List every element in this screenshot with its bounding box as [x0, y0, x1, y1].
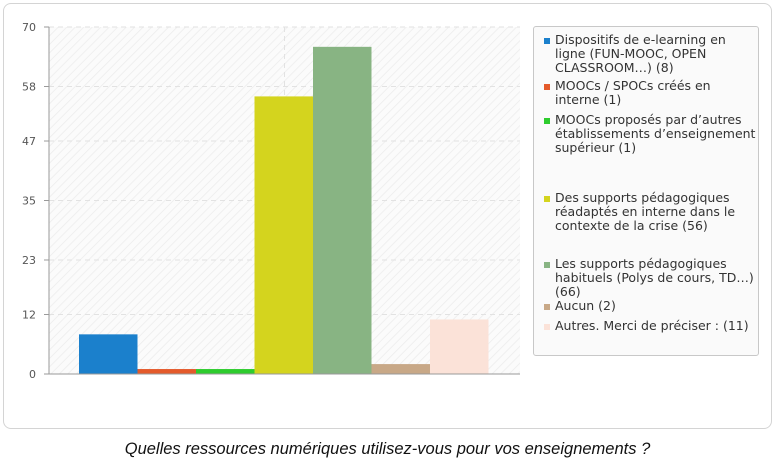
legend-item-4: Des supports pédagogiques réadaptés en i…	[544, 191, 756, 233]
legend-label: Les supports pédagogiques habituels (Pol…	[555, 256, 754, 299]
legend-swatch	[544, 304, 550, 310]
legend-item-7: Autres. Merci de préciser : (11)	[544, 319, 756, 333]
bar-3	[196, 369, 255, 374]
legend-item-3: MOOCs proposés par d’autres établissemen…	[544, 113, 756, 155]
bar-chart: 0 12 23 35 47 58 70	[22, 21, 520, 381]
bar-7	[430, 319, 489, 374]
legend-label: Autres. Merci de préciser : (11)	[555, 318, 749, 333]
chart-caption: Quelles ressources numériques utilisez-v…	[124, 440, 651, 458]
legend-swatch	[544, 196, 550, 202]
bar-5	[313, 46, 372, 374]
bar-2	[137, 369, 196, 374]
legend-swatch	[544, 84, 550, 90]
legend-item-6: Aucun (2)	[544, 299, 756, 313]
bar-4	[254, 96, 313, 375]
legend-label: Dispositifs de e-learning en ligne (FUN-…	[555, 32, 726, 75]
y-tick-label: 70	[22, 21, 36, 34]
y-tick-label: 12	[22, 309, 36, 322]
bar-1	[79, 334, 138, 374]
y-tick-label: 0	[29, 368, 36, 381]
legend-swatch	[544, 262, 550, 268]
bar-6	[371, 364, 430, 374]
legend-label: MOOCs proposés par d’autres établissemen…	[555, 112, 756, 155]
legend-item-1: Dispositifs de e-learning en ligne (FUN-…	[544, 33, 756, 75]
y-tick-label: 23	[22, 254, 36, 267]
legend-item-5: Les supports pédagogiques habituels (Pol…	[544, 257, 756, 299]
legend-swatch	[544, 118, 550, 124]
legend-label: Aucun (2)	[555, 298, 616, 313]
legend-label: Des supports pédagogiques réadaptés en i…	[555, 190, 736, 233]
legend-label: MOOCs / SPOCs créés en interne (1)	[555, 78, 711, 107]
y-tick-label: 35	[22, 195, 36, 208]
legend-swatch	[544, 324, 550, 330]
legend: Dispositifs de e-learning en ligne (FUN-…	[533, 26, 759, 356]
legend-item-2: MOOCs / SPOCs créés en interne (1)	[544, 79, 756, 107]
legend-swatch	[544, 38, 550, 44]
y-tick-label: 58	[22, 80, 36, 93]
y-tick-label: 47	[22, 135, 36, 148]
